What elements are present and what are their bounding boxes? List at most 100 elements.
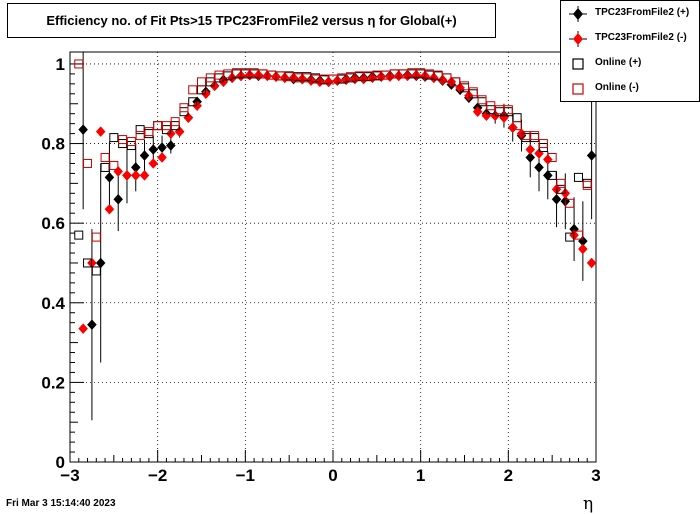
data-point — [104, 203, 115, 215]
data-point — [232, 68, 242, 78]
data-point — [148, 144, 159, 155]
y-tick-label: 0.6 — [41, 214, 65, 233]
data-point — [512, 121, 522, 131]
data-point — [477, 95, 487, 105]
data-point — [153, 121, 163, 131]
x-tick-label: 3 — [591, 466, 600, 485]
data-point — [565, 198, 575, 208]
data-point — [74, 59, 84, 69]
data-point — [122, 170, 132, 181]
data-point — [188, 85, 198, 95]
y-tick-label: 0.2 — [41, 373, 65, 392]
data-point — [118, 135, 128, 145]
tick-labels: −3 −2 −1 0 1 2 3 0 0.2 0.4 0.6 0.8 1 — [41, 55, 600, 485]
x-tick-label: −3 — [60, 466, 79, 485]
data-point — [148, 158, 159, 169]
x-tick-label: −2 — [148, 466, 167, 485]
data-point — [157, 142, 167, 153]
data-point — [530, 131, 540, 141]
data-point — [551, 193, 562, 205]
data-point — [179, 103, 189, 113]
legend-item-tpc-minus: TPC23FromFile2 (-) — [561, 27, 700, 51]
y-tick-label: 0 — [56, 453, 65, 472]
data-point — [389, 69, 399, 79]
data-point — [460, 81, 469, 91]
data-point — [165, 140, 176, 151]
error-bars — [82, 52, 593, 421]
y-tick-label: 1 — [56, 55, 65, 74]
data-point — [135, 125, 145, 135]
data-point — [381, 70, 391, 80]
data-point — [565, 232, 575, 242]
data-point — [130, 170, 141, 181]
data-point — [582, 180, 592, 190]
data-point — [495, 105, 505, 115]
data-point — [407, 68, 417, 78]
data-point — [109, 133, 119, 143]
data-point — [170, 117, 180, 127]
data-point — [100, 152, 110, 162]
data-point — [100, 162, 110, 172]
black-diamond-icon — [569, 6, 587, 22]
data-point — [74, 230, 84, 240]
data-point — [188, 97, 198, 107]
data-point — [586, 257, 597, 269]
data-point — [258, 69, 268, 79]
data-point — [363, 71, 373, 81]
data-point — [144, 127, 154, 137]
black-square-icon — [572, 58, 584, 70]
data-point — [337, 73, 347, 83]
data-point — [249, 68, 259, 78]
data-point — [78, 124, 88, 135]
data-point — [319, 74, 329, 84]
data-point — [556, 184, 566, 194]
chart-title: Efficiency no. of Fit Pts>15 TPC23FromFi… — [46, 13, 457, 28]
data-point — [534, 162, 544, 173]
data-point — [586, 150, 597, 161]
x-axis-label: η — [583, 494, 594, 514]
red-square-icon — [572, 83, 584, 95]
data-point — [424, 69, 434, 79]
data-point — [442, 73, 452, 83]
data-point — [223, 69, 233, 79]
data-point — [578, 243, 588, 255]
x-tick-label: 1 — [416, 466, 425, 485]
data-points — [74, 59, 597, 335]
data-point — [95, 126, 106, 137]
data-point — [468, 87, 478, 97]
data-point — [144, 129, 154, 139]
data-point — [354, 71, 364, 81]
data-point — [135, 131, 145, 141]
x-tick-label: −1 — [236, 466, 255, 485]
data-point — [547, 170, 557, 180]
data-point — [398, 69, 408, 79]
data-point — [547, 152, 557, 162]
data-point — [126, 137, 136, 147]
data-point — [573, 230, 583, 240]
data-point — [512, 113, 522, 123]
data-point — [197, 77, 206, 87]
legend: TPC23FromFile2 (+) TPC23FromFile2 (-) On… — [560, 0, 700, 102]
legend-label: TPC23FromFile2 (-) — [595, 32, 687, 43]
legend-label: Online (+) — [595, 57, 642, 68]
data-point — [302, 73, 312, 83]
x-tick-label: 0 — [328, 466, 337, 485]
data-point — [346, 72, 356, 82]
chart-title-box: Efficiency no. of Fit Pts>15 TPC23FromFi… — [7, 3, 496, 38]
legend-label: TPC23FromFile2 (+) — [595, 7, 690, 18]
data-point — [161, 121, 171, 131]
data-point — [104, 172, 115, 183]
data-point — [472, 106, 483, 118]
data-point — [83, 158, 93, 168]
data-point — [573, 172, 583, 182]
data-point — [556, 178, 566, 188]
data-point — [451, 77, 461, 87]
data-point — [310, 74, 320, 84]
data-point — [91, 266, 101, 276]
grid-lines — [70, 52, 596, 462]
data-point — [538, 139, 548, 149]
data-point — [372, 70, 382, 80]
data-point — [109, 160, 119, 170]
legend-item-tpc-plus: TPC23FromFile2 (+) — [561, 2, 700, 26]
y-tick-label: 0.8 — [41, 135, 65, 154]
